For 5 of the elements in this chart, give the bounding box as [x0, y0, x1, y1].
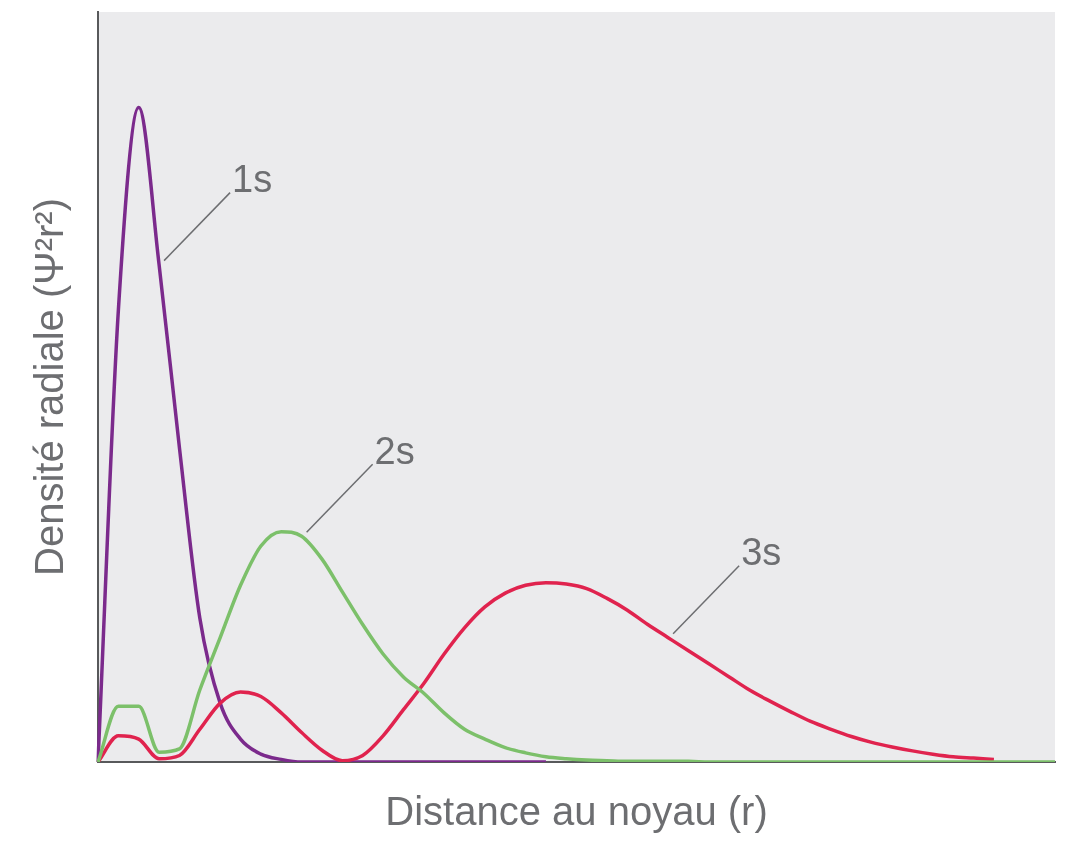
- text: 2s: [374, 429, 415, 472]
- y-axis-title: Densité radiale (Ψ²r²): [27, 198, 72, 576]
- text: 1s: [232, 158, 273, 201]
- x-axis-title: Distance au noyau (r): [385, 789, 768, 834]
- text: 3s: [741, 531, 782, 574]
